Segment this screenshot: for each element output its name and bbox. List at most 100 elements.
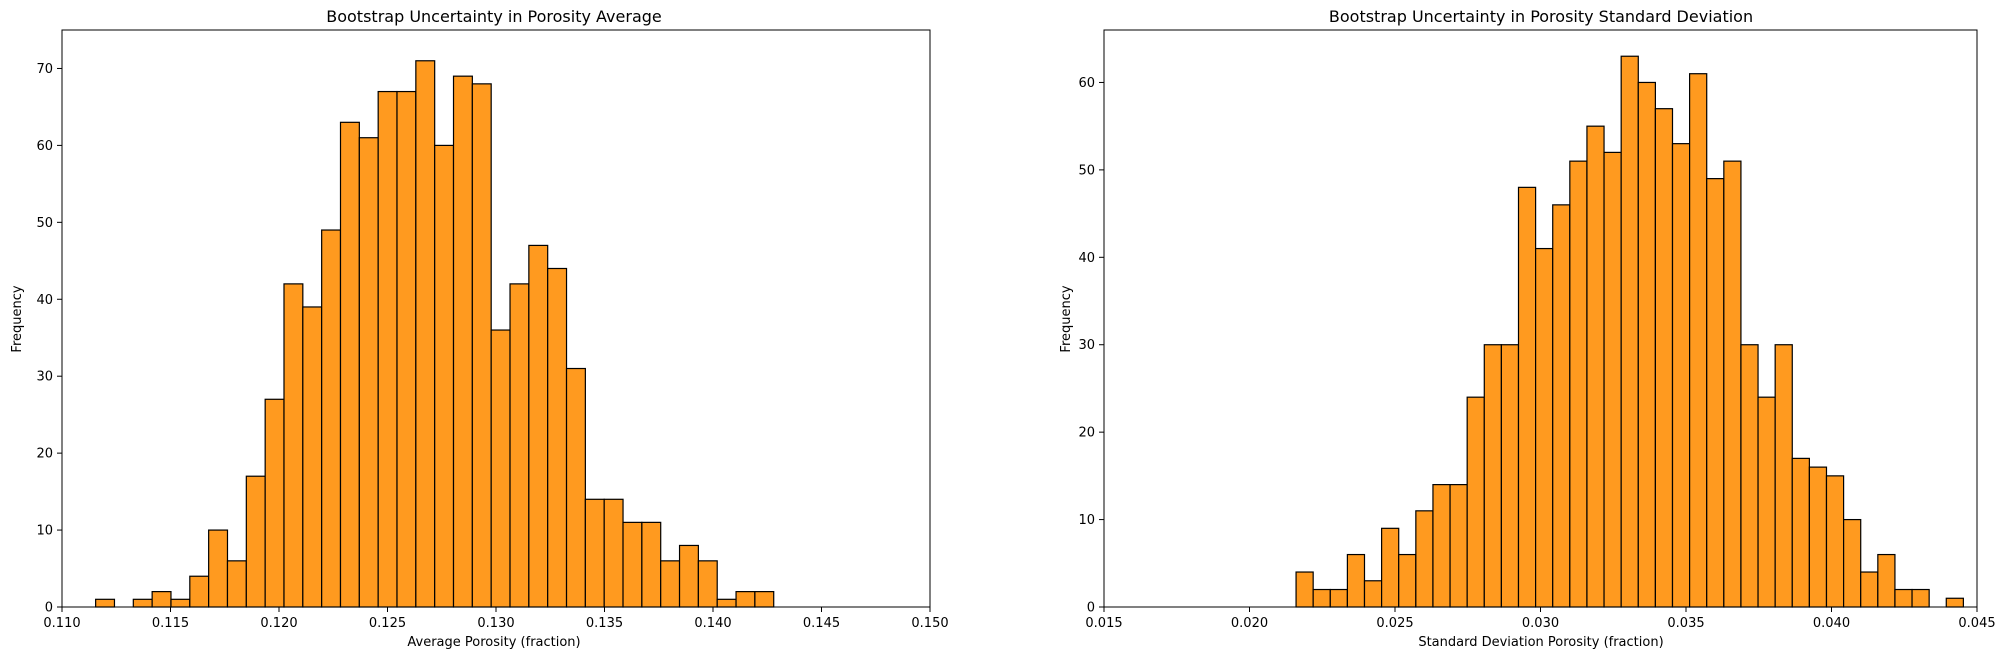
histogram-bar: [189, 575, 210, 608]
histogram-bar: [1329, 588, 1348, 608]
histogram-bar: [1706, 178, 1725, 608]
histogram-bar: [1432, 484, 1451, 608]
plot-frame: [1103, 29, 1978, 608]
x-tick-label: 0.020: [1231, 616, 1268, 631]
histogram-bar: [471, 83, 492, 608]
histogram-bar: [660, 560, 681, 608]
y-tick-label: 70: [36, 62, 53, 77]
histogram-bar: [1620, 55, 1639, 608]
y-tick-label: 40: [36, 293, 53, 308]
histogram-bar: [1791, 457, 1810, 608]
histogram-bar: [321, 229, 342, 608]
histogram-bar: [547, 267, 568, 608]
histogram-bar: [1500, 344, 1520, 608]
histogram-bar: [490, 329, 511, 608]
y-tick-label: 10: [36, 524, 53, 539]
histogram-bar: [1723, 160, 1742, 608]
histogram-bar: [95, 598, 116, 608]
y-tick-label: 30: [36, 370, 53, 385]
chart-title: Bootstrap Uncertainty in Porosity Standa…: [1329, 7, 1753, 26]
histogram-bar: [1569, 160, 1588, 608]
y-axis-ticks: 0 10 20 30 40 50 60: [1078, 76, 1104, 616]
histogram-bar: [1312, 588, 1331, 608]
histogram-bar: [1603, 151, 1622, 608]
histogram-bar: [1689, 73, 1708, 608]
histogram-bar: [339, 121, 360, 608]
histogram-bar: [170, 598, 191, 608]
x-tick-label: 0.025: [1376, 616, 1413, 631]
histogram-bar: [1671, 143, 1691, 608]
histogram-bar: [1945, 597, 1964, 608]
histogram-bar: [1774, 344, 1793, 608]
histogram-bar: [302, 306, 323, 608]
histogram-bar: [1860, 571, 1879, 608]
histogram-bar: [452, 75, 473, 608]
x-tick-label: 0.150: [911, 616, 948, 631]
histogram-bar: [565, 367, 586, 608]
x-axis-label: Standard Deviation Porosity (fraction): [1418, 635, 1663, 650]
histogram-bar: [509, 283, 530, 608]
histogram-bars: [1295, 55, 1964, 608]
x-tick-label: 0.145: [803, 616, 840, 631]
y-axis-label: Frequency: [1059, 285, 1074, 352]
histogram-bar: [283, 283, 304, 608]
chart-panel-porosity-std-dev: Bootstrap Uncertainty in Porosity Standa…: [1059, 7, 1996, 650]
y-tick-label: 40: [1078, 251, 1095, 266]
histogram-bar: [1740, 344, 1759, 608]
histogram-bar: [1552, 204, 1571, 608]
y-tick-label: 20: [36, 447, 53, 462]
histogram-bar: [622, 521, 643, 608]
histogram-bar: [1295, 571, 1314, 608]
x-tick-label: 0.125: [369, 616, 406, 631]
x-tick-label: 0.120: [260, 616, 297, 631]
y-tick-label: 50: [1078, 163, 1095, 178]
histogram-bar: [396, 90, 417, 608]
histogram-bar: [1894, 588, 1913, 608]
y-tick-label: 60: [1078, 76, 1095, 91]
histogram-bar: [358, 137, 379, 608]
histogram-bar: [434, 144, 455, 608]
x-tick-label: 0.110: [43, 616, 80, 631]
y-tick-label: 10: [1078, 513, 1095, 528]
histogram-bar: [1877, 553, 1896, 608]
histogram-bar: [151, 591, 172, 608]
x-tick-label: 0.130: [477, 616, 514, 631]
histogram-bar: [1346, 553, 1366, 608]
y-tick-label: 60: [36, 139, 53, 154]
x-axis-ticks: 0.015 0.020 0.025 0.030 0.035 0.040 0.045: [1085, 607, 1996, 631]
histogram-bar: [1415, 510, 1434, 608]
histogram-bar: [1843, 518, 1862, 608]
histogram-bar: [1466, 396, 1485, 608]
histogram-bar: [415, 60, 436, 608]
x-tick-label: 0.115: [152, 616, 189, 631]
x-tick-label: 0.040: [1813, 616, 1850, 631]
histogram-bar: [245, 475, 266, 608]
plot-frame: [61, 29, 931, 608]
histogram-bar: [1535, 247, 1554, 608]
histogram-bar: [1825, 475, 1845, 608]
x-tick-label: 0.140: [694, 616, 731, 631]
histogram-bar: [226, 560, 247, 608]
histogram-bar: [584, 498, 605, 608]
x-tick-label: 0.015: [1085, 616, 1122, 631]
histogram-bar: [1363, 580, 1383, 608]
x-tick-label: 0.035: [1667, 616, 1704, 631]
y-tick-label: 50: [36, 216, 53, 231]
histogram-bar: [603, 498, 624, 608]
y-axis-label: Frequency: [10, 285, 25, 352]
histogram-bar: [1381, 527, 1400, 608]
x-tick-label: 0.030: [1522, 616, 1559, 631]
chart-title: Bootstrap Uncertainty in Porosity Averag…: [326, 7, 662, 26]
y-tick-label: 20: [1078, 426, 1095, 441]
histogram-bar: [1483, 344, 1502, 608]
y-tick-label: 0: [45, 601, 53, 616]
y-axis-ticks: 0 10 20 30 40 50 60 70: [36, 62, 62, 616]
histogram-bar: [208, 529, 229, 608]
histogram-bar: [716, 598, 737, 608]
histogram-bar: [754, 591, 775, 608]
histogram-bar: [1654, 108, 1674, 608]
histogram-bar: [1449, 484, 1468, 608]
histogram-bar: [1757, 396, 1776, 608]
y-tick-label: 30: [1078, 338, 1095, 353]
